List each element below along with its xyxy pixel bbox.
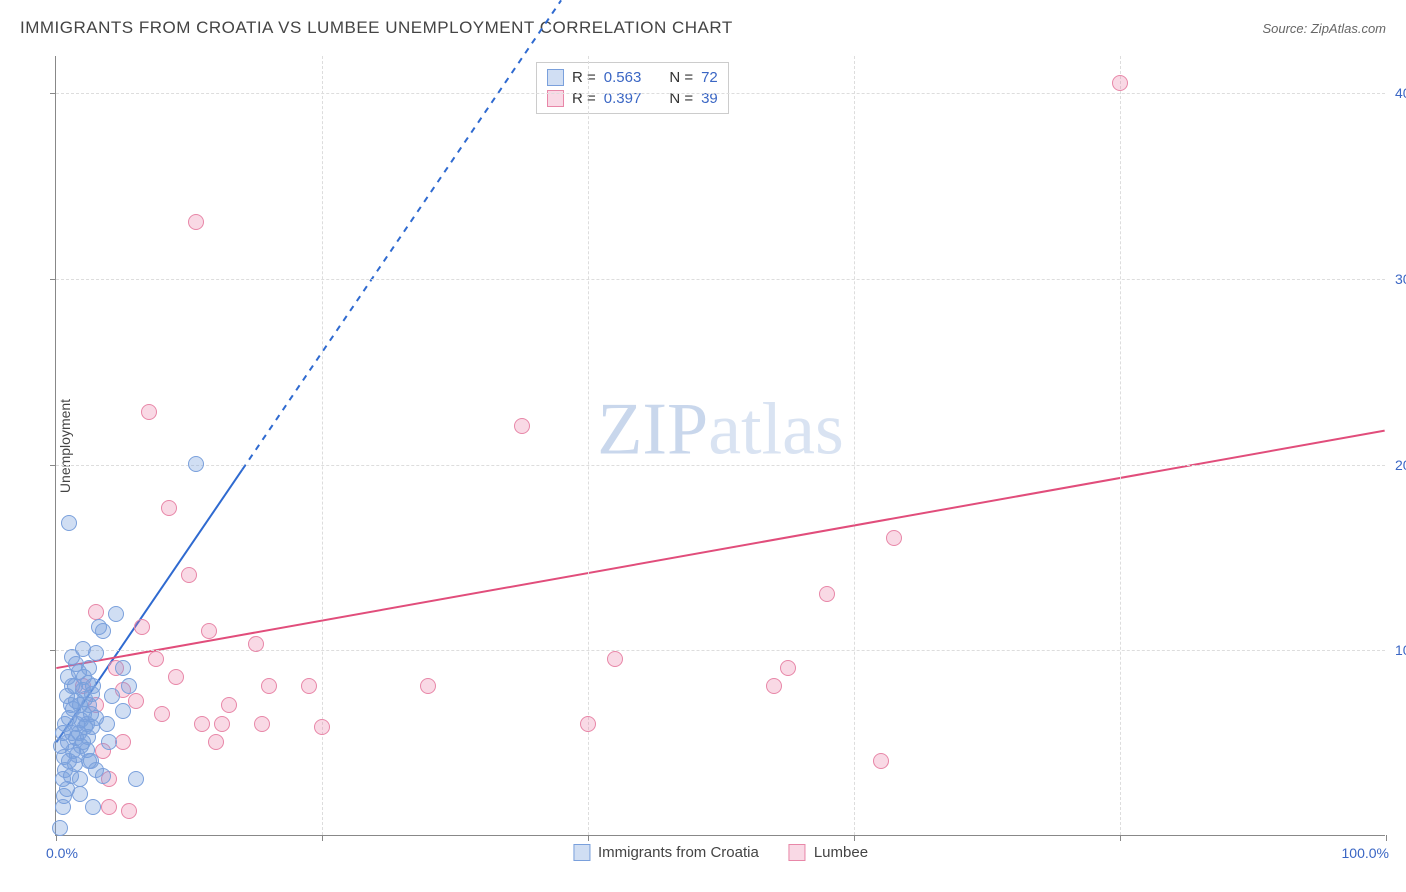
data-point bbox=[85, 799, 101, 815]
data-point bbox=[148, 651, 164, 667]
data-point bbox=[1112, 75, 1128, 91]
data-point bbox=[72, 786, 88, 802]
data-point bbox=[194, 716, 210, 732]
n-value: 72 bbox=[701, 69, 718, 86]
data-point bbox=[141, 404, 157, 420]
legend-bottom: Immigrants from Croatia Lumbee bbox=[573, 844, 868, 861]
data-point bbox=[248, 636, 264, 652]
r-label: R = bbox=[572, 69, 596, 86]
data-point bbox=[766, 678, 782, 694]
data-point bbox=[873, 753, 889, 769]
data-point bbox=[188, 214, 204, 230]
data-point bbox=[115, 703, 131, 719]
swatch-icon bbox=[573, 844, 590, 861]
data-point bbox=[85, 678, 101, 694]
legend-top-row-1: R = 0.563 N = 72 bbox=[547, 67, 718, 88]
data-point bbox=[81, 753, 97, 769]
legend-item-2: Lumbee bbox=[789, 844, 868, 861]
data-point bbox=[514, 418, 530, 434]
data-point bbox=[101, 799, 117, 815]
data-point bbox=[52, 820, 68, 836]
legend-top: R = 0.563 N = 72 R = 0.397 N = 39 bbox=[536, 62, 729, 114]
data-point bbox=[201, 623, 217, 639]
data-point bbox=[75, 641, 91, 657]
data-point bbox=[121, 803, 137, 819]
data-point bbox=[208, 734, 224, 750]
r-value: 0.563 bbox=[604, 69, 642, 86]
x-tick-label: 0.0% bbox=[46, 845, 78, 861]
data-point bbox=[88, 604, 104, 620]
data-point bbox=[72, 771, 88, 787]
data-point bbox=[261, 678, 277, 694]
data-point bbox=[68, 656, 84, 672]
x-tick-label: 100.0% bbox=[1342, 845, 1389, 861]
data-point bbox=[214, 716, 230, 732]
data-point bbox=[61, 515, 77, 531]
data-point bbox=[254, 716, 270, 732]
data-point bbox=[104, 688, 120, 704]
source-label: Source: ZipAtlas.com bbox=[1262, 21, 1386, 36]
data-point bbox=[221, 697, 237, 713]
y-tick-label: 40.0% bbox=[1395, 85, 1406, 101]
scatter-plot: ZIPatlas R = 0.563 N = 72 R = 0.397 N = … bbox=[55, 56, 1385, 836]
data-point bbox=[121, 678, 137, 694]
data-point bbox=[108, 606, 124, 622]
data-point bbox=[64, 678, 80, 694]
y-tick-label: 30.0% bbox=[1395, 271, 1406, 287]
data-point bbox=[181, 567, 197, 583]
data-point bbox=[115, 660, 131, 676]
data-point bbox=[314, 719, 330, 735]
legend-top-row-2: R = 0.397 N = 39 bbox=[547, 88, 718, 109]
swatch-icon bbox=[789, 844, 806, 861]
data-point bbox=[95, 623, 111, 639]
data-point bbox=[154, 706, 170, 722]
data-point bbox=[886, 530, 902, 546]
data-point bbox=[55, 799, 71, 815]
data-point bbox=[128, 771, 144, 787]
legend-label: Lumbee bbox=[814, 844, 868, 861]
data-point bbox=[420, 678, 436, 694]
y-tick-label: 10.0% bbox=[1395, 642, 1406, 658]
data-point bbox=[188, 456, 204, 472]
legend-item-1: Immigrants from Croatia bbox=[573, 844, 759, 861]
data-point bbox=[128, 693, 144, 709]
swatch-icon bbox=[547, 69, 564, 86]
data-point bbox=[134, 619, 150, 635]
chart-title: IMMIGRANTS FROM CROATIA VS LUMBEE UNEMPL… bbox=[20, 18, 733, 38]
data-point bbox=[580, 716, 596, 732]
watermark: ZIPatlas bbox=[597, 387, 844, 472]
n-label: N = bbox=[669, 69, 693, 86]
data-point bbox=[780, 660, 796, 676]
data-point bbox=[168, 669, 184, 685]
data-point bbox=[301, 678, 317, 694]
data-point bbox=[819, 586, 835, 602]
legend-label: Immigrants from Croatia bbox=[598, 844, 759, 861]
data-point bbox=[101, 734, 117, 750]
data-point bbox=[161, 500, 177, 516]
y-tick-label: 20.0% bbox=[1395, 457, 1406, 473]
data-point bbox=[99, 716, 115, 732]
data-point bbox=[607, 651, 623, 667]
